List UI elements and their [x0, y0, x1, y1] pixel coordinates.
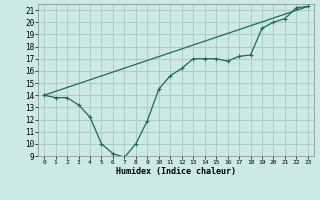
X-axis label: Humidex (Indice chaleur): Humidex (Indice chaleur) [116, 167, 236, 176]
